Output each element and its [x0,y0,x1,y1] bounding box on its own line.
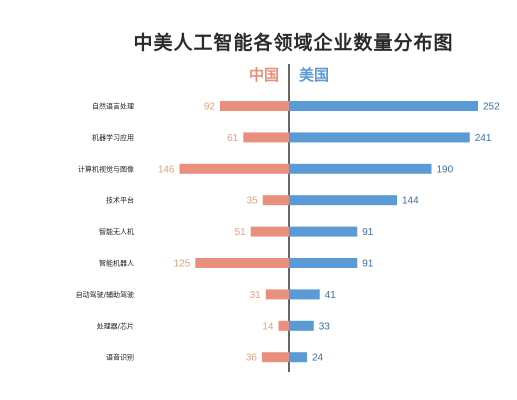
data-label-usa: 24 [312,353,324,364]
bar-usa [289,258,358,268]
data-label-usa: 144 [402,196,419,207]
chart-marks: 自然语言处理 92 252 机器学习应用 61 241 计算机视觉与图像 146 190 技术平台… [76,101,500,364]
data-label-usa: 241 [475,133,492,144]
data-label-usa: 91 [362,259,374,270]
bar-china [250,226,289,237]
bar-usa [289,352,307,363]
category-label: 语音识别 [106,353,134,362]
category-label: 智能无人机 [99,227,134,236]
chart-title: 中美人工智能各领域企业数量分布图 [133,32,454,54]
data-label-usa: 41 [325,290,337,301]
data-label-usa: 91 [362,227,374,238]
bar-china [265,289,289,300]
bar-china [179,163,289,174]
data-label-usa: 190 [437,164,454,175]
data-label-china: 14 [262,321,274,332]
category-label: 技术平台 [106,196,134,205]
bar-usa [289,132,470,143]
bar-china [262,352,289,363]
data-label-china: 146 [158,164,175,175]
data-label-usa: 33 [319,321,331,332]
legend-label-usa: 美国 [299,66,329,84]
category-label: 计算机视觉与图像 [78,164,134,173]
bar-usa [289,101,478,111]
category-label: 机器学习应用 [92,133,134,142]
bar-china [278,320,289,331]
bar-china [220,101,289,111]
bar-usa [289,226,358,237]
bar-china [262,195,289,206]
category-label: 自然语言处理 [92,102,134,111]
data-label-china: 125 [174,259,191,270]
data-label-china: 36 [246,353,258,364]
data-label-china: 31 [250,290,262,301]
data-label-china: 61 [227,133,239,144]
bar-china [243,132,289,143]
category-label: 处理器/芯片 [97,321,134,330]
data-label-usa: 252 [483,102,500,113]
legend-label-china: 中国 [249,66,279,84]
bar-usa [289,163,432,174]
data-label-china: 92 [204,102,216,113]
data-label-china: 35 [247,196,259,207]
data-label-china: 51 [235,227,247,238]
category-label: 智能机器人 [99,259,134,268]
category-label: 自动驾驶/辅助驾驶 [76,290,134,299]
bar-china [195,258,289,268]
bar-usa [289,320,314,331]
bar-usa [289,289,320,300]
bar-usa [289,195,397,206]
